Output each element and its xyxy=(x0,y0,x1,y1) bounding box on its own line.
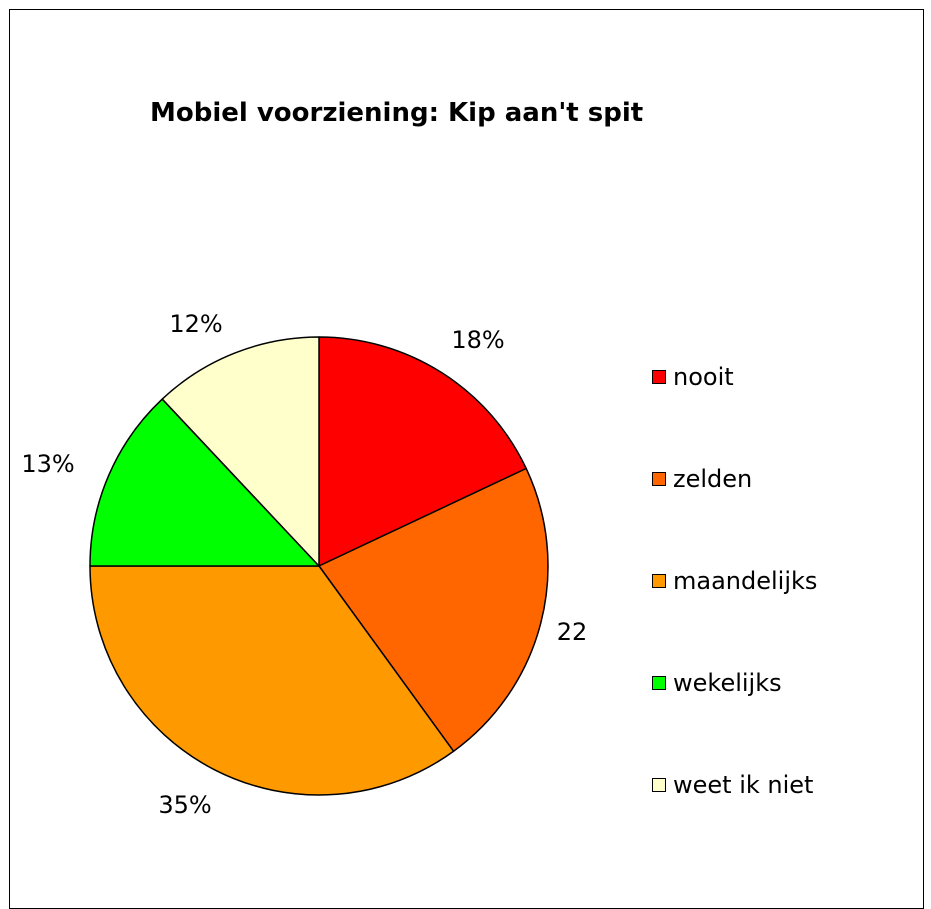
data-label-maandelijks: 35% xyxy=(158,791,211,819)
data-label-nooit: 18% xyxy=(451,326,504,354)
pie-slice-wekelijks xyxy=(89,398,320,567)
data-label-weet-ik-niet: 12% xyxy=(169,310,222,338)
legend-swatch xyxy=(652,574,666,588)
legend-label: zelden xyxy=(673,465,753,493)
pie-chart: 18% 22 35% 13% 12% xyxy=(21,310,588,819)
legend-label: wekelijks xyxy=(673,669,782,697)
data-label-wekelijks: 13% xyxy=(21,450,74,478)
legend-item-weet-ik-niet: weet ik niet xyxy=(652,770,813,800)
data-label-zelden: 22 xyxy=(557,618,588,646)
chart-title: Mobiel voorziening: Kip aan't spit xyxy=(150,98,644,128)
pie-slice-maandelijks xyxy=(89,565,455,796)
legend-swatch xyxy=(652,370,666,384)
legend-item-wekelijks: wekelijks xyxy=(652,668,782,698)
legend-item-zelden: zelden xyxy=(652,464,752,494)
legend-swatch xyxy=(652,676,666,690)
legend-swatch xyxy=(652,778,666,792)
legend-item-maandelijks: maandelijks xyxy=(652,566,817,596)
legend-label: weet ik niet xyxy=(673,771,814,799)
legend-label: nooit xyxy=(673,363,734,391)
pie-slice-zelden xyxy=(318,467,549,753)
legend-label: maandelijks xyxy=(673,567,818,595)
pie-slice-nooit xyxy=(318,336,527,567)
pie-slice-weet-ik-niet xyxy=(161,336,320,567)
legend-item-nooit: nooit xyxy=(652,362,734,392)
legend-swatch xyxy=(652,472,666,486)
